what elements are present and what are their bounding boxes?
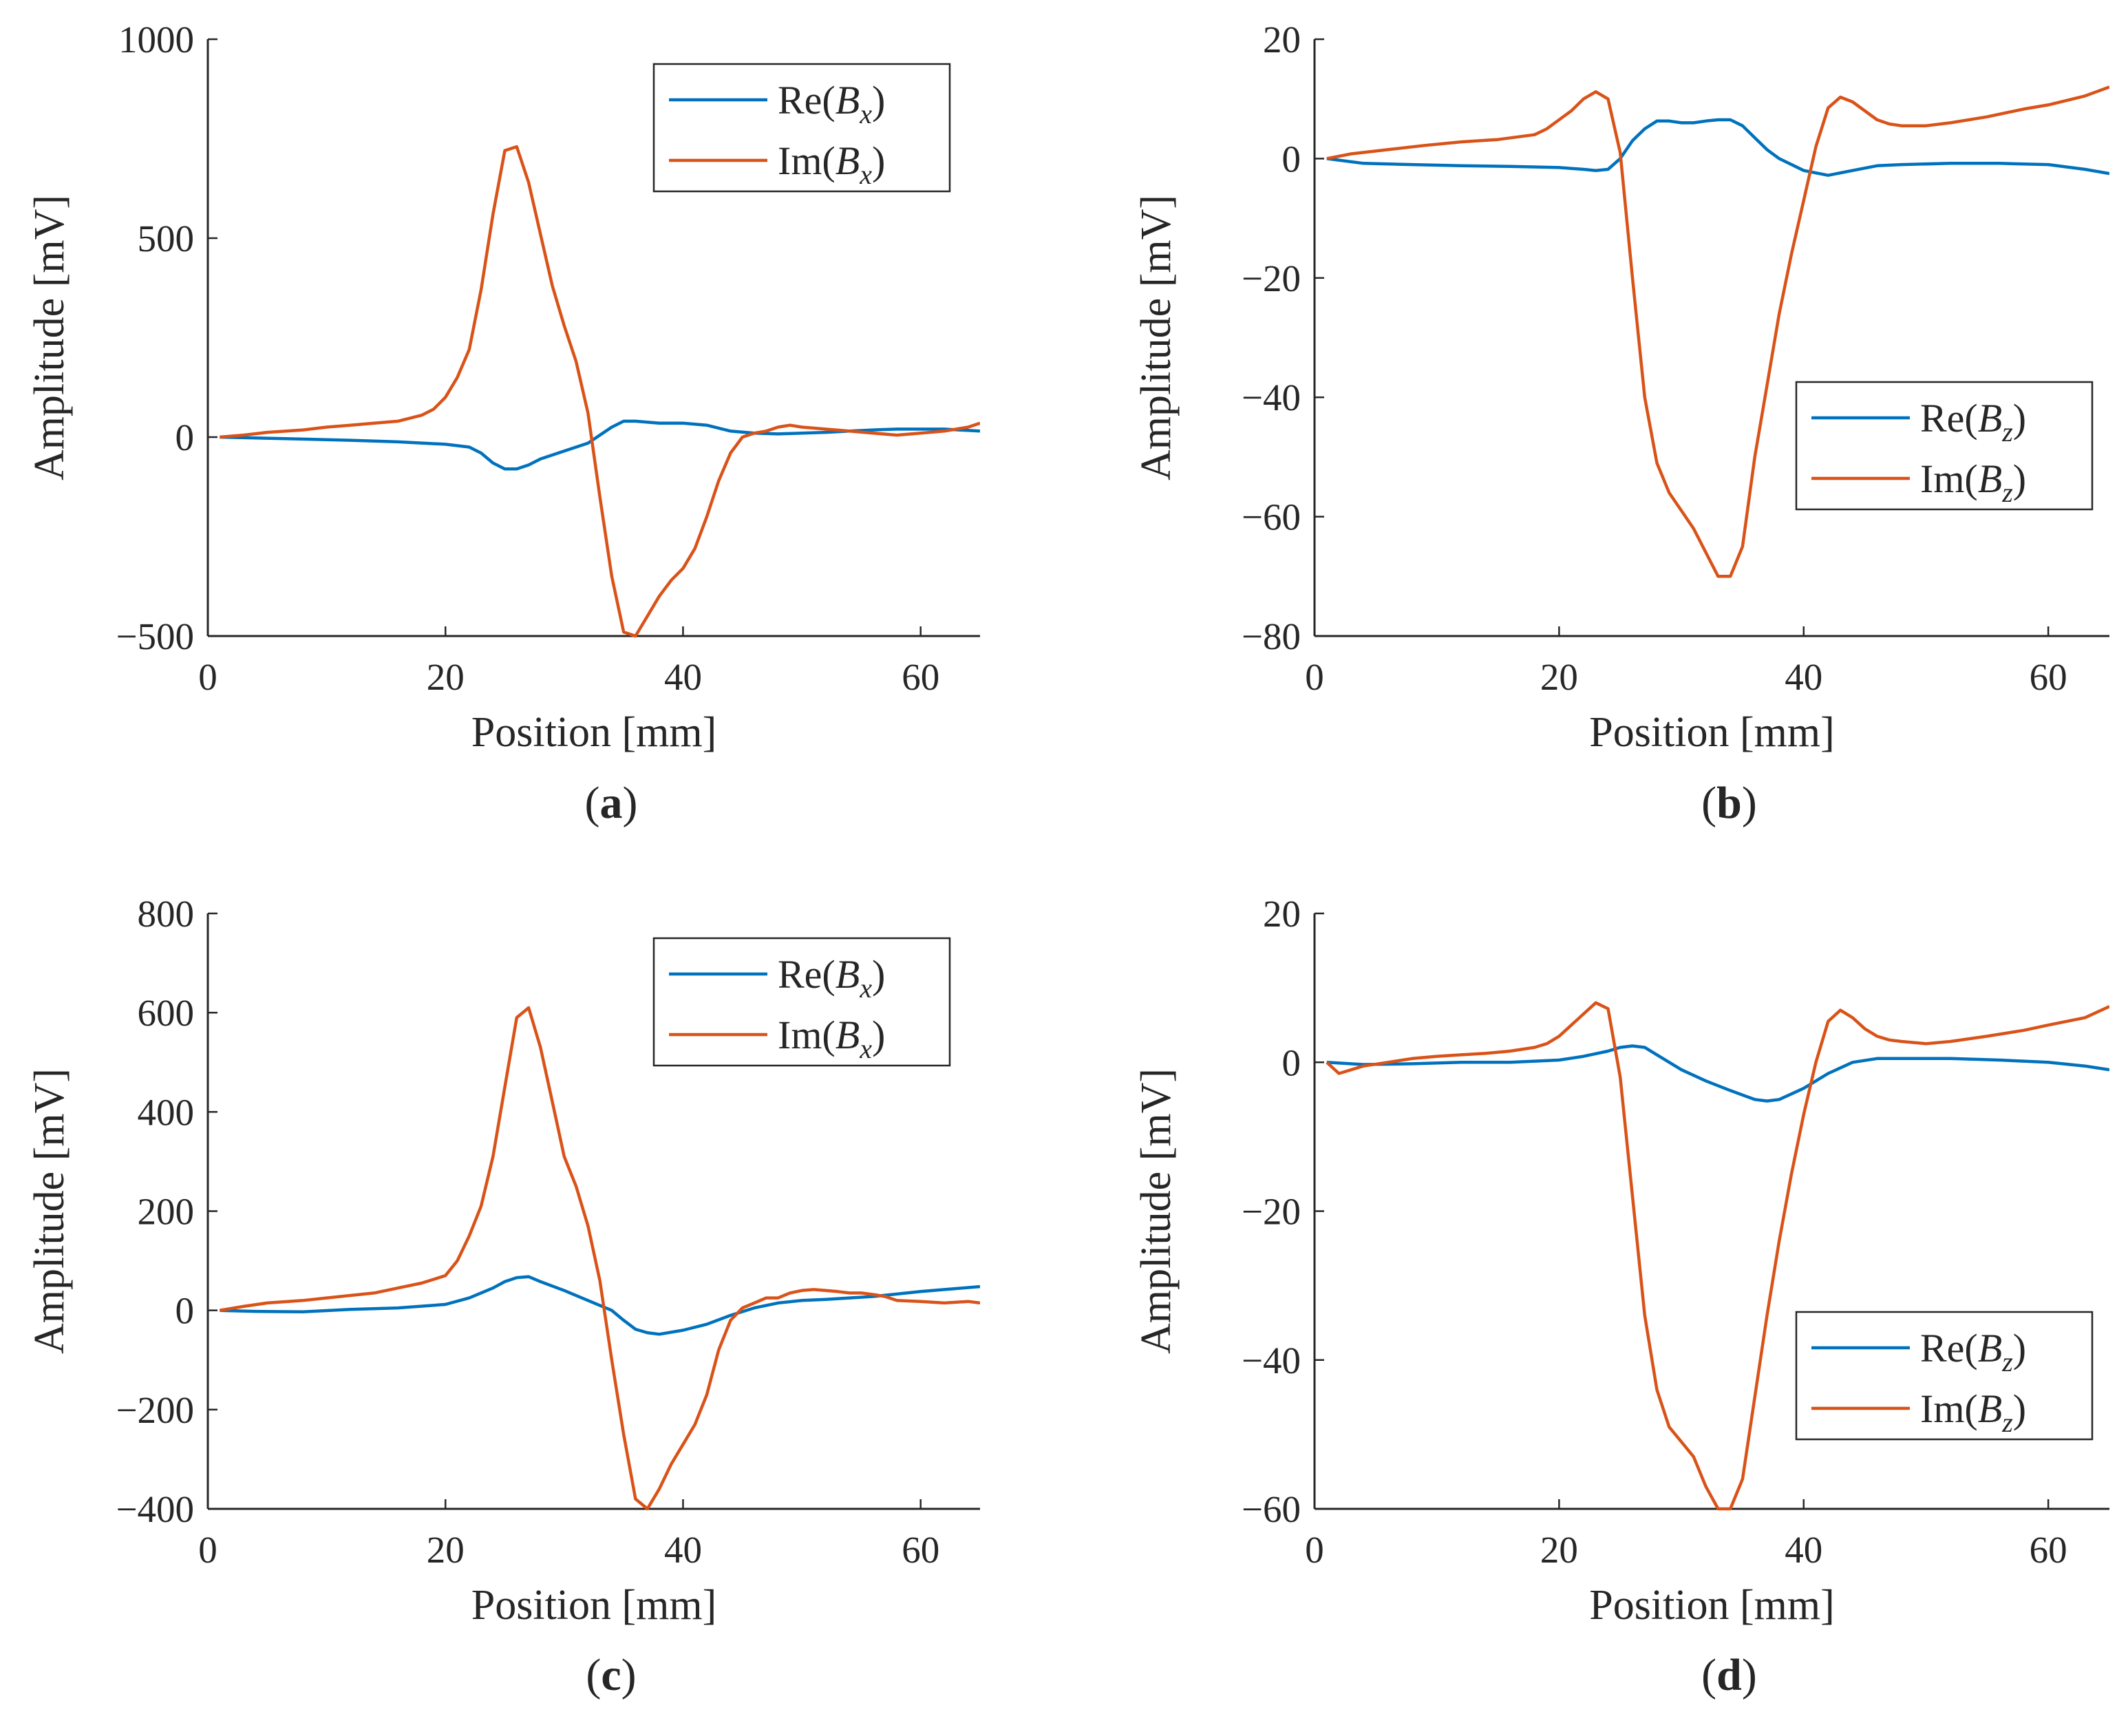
y-axis-label: Amplitude [mV] [1133,195,1180,480]
legend-label: Im(Bz) [1920,456,2026,508]
y-tick-label: −60 [1242,1488,1301,1530]
y-tick-label: −80 [1242,615,1301,657]
legend: Re(Bz) Im(Bz) [1795,1311,2094,1441]
series-line-im [1326,85,2109,578]
series-line-im [219,1006,980,1511]
x-tick-label: 40 [1785,1529,1822,1571]
y-tick-label: 0 [175,416,195,458]
x-axis-label: Position [mm] [471,1582,717,1629]
panel-d: 0 20 40 60 −60 −40 −20 0 20 Position [mm] Amplitud… [1133,893,2109,1700]
panel-caption: (d) [1701,1650,1757,1700]
y-axis-label: Amplitude [mV] [26,1068,73,1354]
y-tick-label: 800 [138,893,195,935]
y-tick-label: 20 [1263,893,1301,935]
x-axis-label: Position [mm] [471,709,717,756]
series-line-im [1326,1001,2109,1511]
legend-label: Re(Bx) [778,952,885,1004]
panel-caption: (a) [585,778,638,828]
x-tick-label: 20 [427,656,465,698]
legend-label: Im(Bx) [778,138,885,190]
legend-label: Re(Bz) [1920,1326,2026,1377]
x-tick-label: 20 [1540,1529,1578,1571]
legend-box [1795,1311,2094,1441]
x-tick-label: 40 [664,656,702,698]
series-line-re [220,419,980,471]
x-axis-label: Position [mm] [1589,1582,1835,1629]
y-tick-label: 400 [138,1091,195,1133]
panel-caption: (b) [1701,778,1757,828]
y-tick-label: −200 [116,1389,194,1431]
series-line-im [220,145,980,638]
legend: Re(Bx) Im(Bx) [652,937,951,1067]
series-line-re [1326,1044,2109,1103]
y-tick-label: −40 [1242,377,1301,419]
y-tick-label: −20 [1242,1191,1301,1233]
x-tick-label: 60 [2030,1529,2067,1571]
legend-box [652,937,951,1067]
legend-label: Im(Bx) [778,1013,885,1064]
panel-caption: (c) [586,1650,636,1700]
x-tick-label: 60 [2030,656,2067,698]
legend: Re(Bx) Im(Bx) [652,63,951,193]
y-tick-label: 0 [1282,1041,1301,1083]
x-tick-label: 0 [198,1529,217,1571]
y-tick-label: 20 [1263,19,1301,61]
legend-label: Re(Bz) [1920,396,2026,447]
y-tick-label: 500 [138,218,195,260]
y-tick-label: −60 [1242,496,1301,538]
legend-label: Re(Bx) [778,78,885,129]
x-tick-label: 0 [1305,1529,1324,1571]
y-tick-label: 1000 [118,19,194,61]
x-tick-label: 40 [664,1529,702,1571]
panel-b: 0 20 40 60 −80 −60 −40 −20 0 20 Position [mm] Ampli… [1133,19,2109,828]
series-line-re [1326,118,2109,177]
y-tick-label: −20 [1242,257,1301,299]
y-tick-label: 600 [138,992,195,1034]
x-tick-label: 60 [902,1529,939,1571]
y-axis-label: Amplitude [mV] [1133,1068,1180,1354]
y-tick-label: 200 [138,1191,195,1233]
x-tick-label: 20 [1540,656,1578,698]
x-tick-label: 0 [1305,656,1324,698]
y-tick-label: 0 [175,1290,195,1332]
x-axis-label: Position [mm] [1589,709,1835,756]
legend-box [1795,381,2094,511]
y-tick-label: 0 [1282,138,1301,180]
panel-c: 0 20 40 60 −400 −200 0 200 400 600 800 Position [mm… [26,893,980,1700]
y-axis-label: Amplitude [mV] [26,195,73,480]
x-tick-label: 20 [427,1529,465,1571]
x-tick-label: 0 [198,656,217,698]
y-tick-label: −400 [116,1488,194,1530]
x-tick-label: 60 [902,656,939,698]
x-tick-label: 40 [1785,656,1822,698]
legend: Re(Bz) Im(Bz) [1795,381,2094,511]
legend-label: Im(Bz) [1920,1386,2026,1438]
series-line-re [220,1275,980,1336]
legend-box [652,63,951,193]
y-tick-label: −40 [1242,1340,1301,1382]
y-tick-label: −500 [116,615,194,657]
